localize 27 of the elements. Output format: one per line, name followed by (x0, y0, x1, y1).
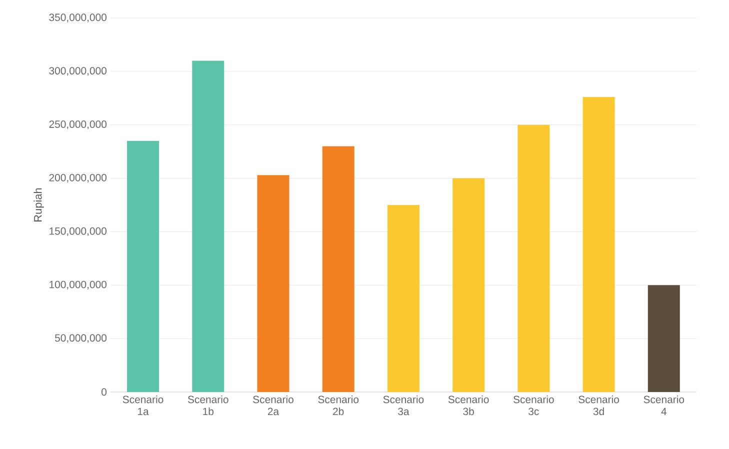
y-tick-label: 0 (102, 388, 107, 396)
x-tick-label: Scenario 3d (578, 396, 619, 416)
bar (192, 60, 224, 392)
x-tick-label: Scenario 3a (383, 396, 424, 416)
x-tick-label: Scenario 2a (253, 396, 294, 416)
y-tick-label: 300,000,000 (49, 67, 107, 76)
y-tick-label: 150,000,000 (50, 227, 107, 236)
bar (257, 175, 290, 392)
x-tick-label: Scenario 1a (122, 396, 164, 416)
y-tick-label: 100,000,000 (50, 280, 107, 290)
x-tick-label: Scenario 4 (644, 396, 684, 416)
bar (648, 285, 680, 392)
bar (322, 146, 354, 392)
bar (518, 124, 550, 392)
bar (127, 140, 160, 392)
y-tick-label: 250,000,000 (49, 120, 107, 130)
x-tick-label: Scenario 3b (448, 396, 489, 416)
y-axis-title: Rupiah (34, 188, 44, 222)
bar (387, 204, 420, 392)
bar (452, 178, 485, 392)
x-tick-label: Scenario 3c (514, 396, 554, 416)
x-tick-label: Scenario 2b (318, 396, 359, 416)
x-tick-label: Scenario 1b (188, 396, 228, 416)
y-tick-label: 200,000,000 (49, 174, 107, 183)
y-tick-label: 350,000,000 (49, 14, 107, 22)
y-tick-label: 50,000,000 (55, 334, 107, 343)
bar (582, 97, 615, 392)
